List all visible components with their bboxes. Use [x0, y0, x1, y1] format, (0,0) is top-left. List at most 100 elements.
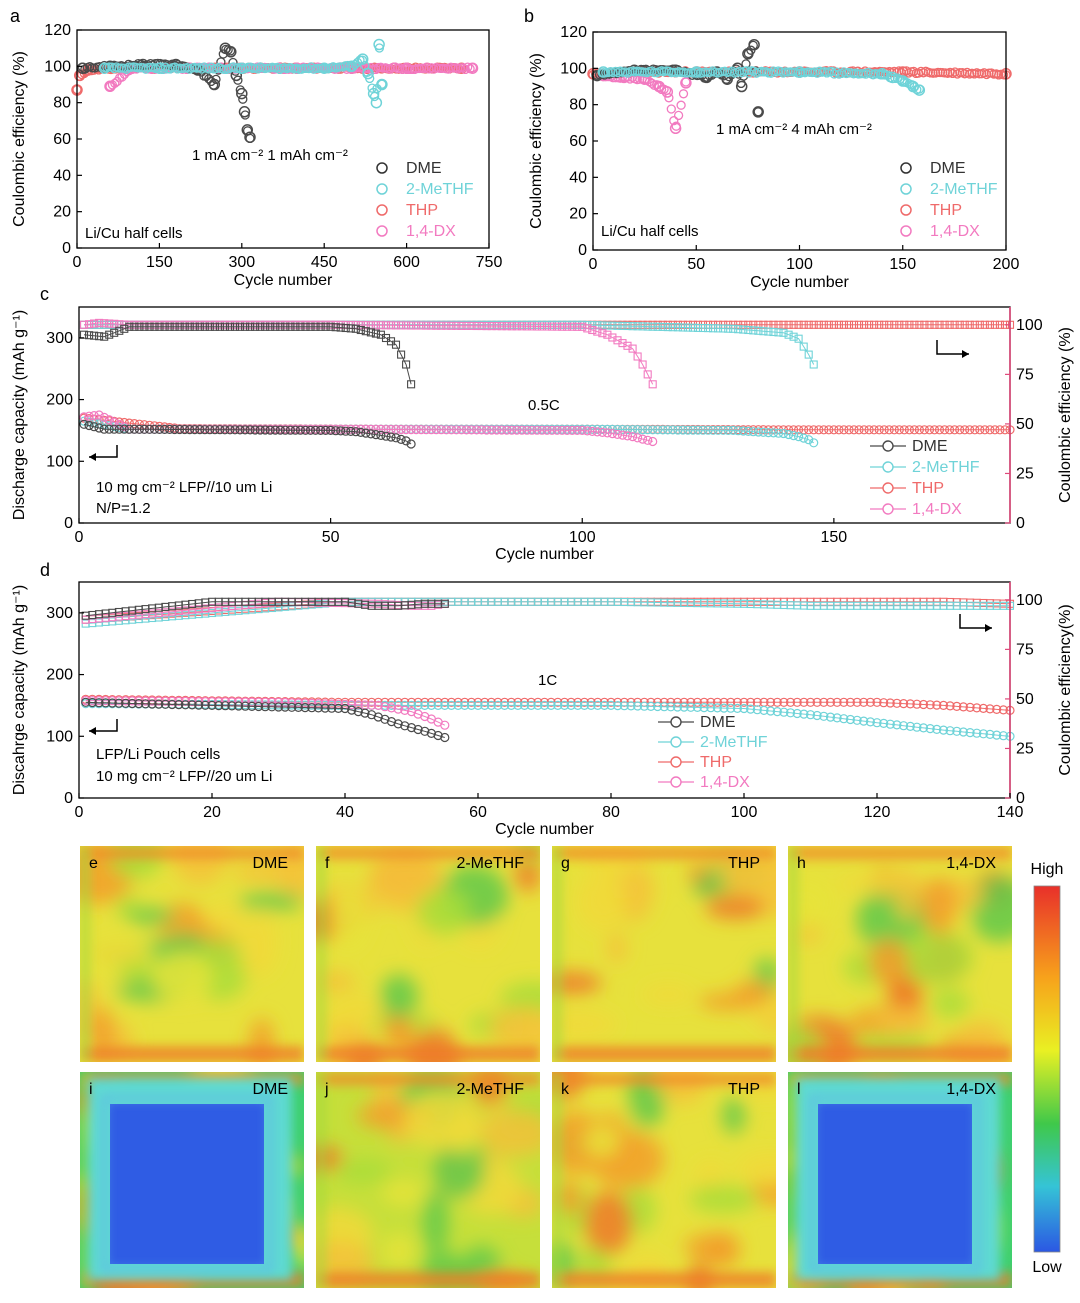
heatmap-blob [552, 1010, 618, 1038]
y-tick-label: 20 [53, 204, 71, 221]
ce-point-2-MeTHF [719, 324, 728, 333]
tile-label-e: DME [252, 855, 288, 872]
data-point-2-MeTHF [370, 96, 383, 109]
ce-point-DME [326, 322, 335, 331]
capacity-point-THP [692, 697, 703, 707]
legend-marker-1,4-DX [882, 503, 894, 515]
left-axis-arrow [89, 445, 118, 458]
capacity-point-2-MeTHF [952, 726, 962, 736]
capacity-point-2-MeTHF [646, 701, 656, 712]
heatmap-edge [80, 1072, 90, 1288]
data-point-2-MeTHF [253, 64, 263, 74]
capacity-point-2-MeTHF [653, 425, 663, 435]
capacity-point-THP [859, 425, 869, 435]
ce-point-DME [120, 324, 129, 333]
capacity-point-THP [985, 425, 995, 435]
data-point-DME [225, 46, 237, 58]
capacity-point-1,4-DX [441, 425, 451, 435]
capacity-point-DME [270, 425, 280, 435]
capacity-point-1,4-DX [552, 425, 562, 435]
ce-point-1,4-DX [643, 370, 652, 379]
heatmap-tile-f: f 2-MeTHF [316, 846, 540, 1062]
ce-point-2-MeTHF [809, 360, 818, 369]
capacity-point-2-MeTHF [480, 700, 490, 711]
data-point-2-MeTHF [897, 75, 909, 87]
ce-point-DME [155, 322, 164, 331]
capacity-point-1,4-DX [89, 411, 99, 421]
capacity-point-DME [220, 425, 230, 435]
ce-point-2-MeTHF [593, 321, 602, 330]
data-point-2-MeTHF [206, 62, 217, 72]
legend-marker-THP [900, 204, 912, 216]
capacity-point-1,4-DX [512, 425, 522, 435]
capacity-point-DME [336, 426, 346, 436]
ce-point-THP [844, 320, 854, 329]
capacity-point-1,4-DX [109, 417, 119, 427]
capacity-point-DME [406, 722, 417, 733]
legend-entry-2-MeTHF: 2-MeTHF [912, 459, 980, 476]
series-THP [79, 320, 1015, 435]
capacity-point-DME [94, 423, 104, 433]
capacity-point-2-MeTHF [892, 720, 902, 730]
ce-point-2-MeTHF [759, 327, 768, 336]
capacity-point-2-MeTHF [679, 702, 689, 712]
capacity-point-DME [214, 700, 224, 711]
data-point-1,4-DX [652, 80, 662, 90]
capacity-point-2-MeTHF [768, 428, 779, 438]
heatmap-blob [422, 1189, 449, 1255]
data-point-2-MeTHF [793, 66, 806, 78]
capacity-point-THP [779, 697, 789, 707]
capacity-point-THP [844, 425, 854, 435]
ce-point-DME [185, 322, 194, 331]
capacity-point-2-MeTHF [845, 714, 856, 725]
capacity-point-1,4-DX [104, 415, 114, 425]
capacity-point-2-MeTHF [945, 726, 955, 736]
capacity-point-DME [245, 425, 255, 435]
capacity-point-DME [275, 425, 285, 435]
capacity-point-2-MeTHF [672, 702, 683, 712]
heatmap-blob [381, 1179, 427, 1206]
legend-entry-1,4-DX: 1,4-DX [406, 223, 456, 240]
capacity-point-1,4-DX [411, 425, 421, 435]
heatmap-blob [403, 1090, 481, 1150]
capacity-point-2-MeTHF [898, 721, 909, 731]
capacity-point-1,4-DX [416, 425, 426, 435]
ce-point-2-MeTHF [729, 324, 738, 333]
ce-point-1,4-DX [447, 321, 456, 330]
ce-point-1,4-DX [633, 352, 642, 361]
heatmap-blob [689, 1184, 758, 1214]
capacity-point-2-MeTHF [688, 425, 698, 435]
ce-point-2-MeTHF [698, 323, 708, 333]
capacity-point-1,4-DX [537, 425, 547, 435]
capacity-point-DME [413, 724, 423, 735]
capacity-point-1,4-DX [502, 425, 512, 435]
data-point-2-MeTHF [373, 38, 385, 51]
data-point-DME [241, 124, 254, 136]
capacity-point-THP [909, 425, 920, 435]
capacity-point-THP [894, 425, 904, 435]
heatmap-tile-g: g THP [552, 846, 776, 1062]
ce-point-DME [266, 322, 275, 331]
ce-point-THP [985, 320, 994, 329]
ce-point-THP [915, 320, 924, 329]
capacity-point-THP [879, 425, 889, 435]
corner-text-1: LFP/Li Pouch cells [96, 746, 220, 763]
heatmap-edge [80, 846, 304, 860]
ce-point-THP [865, 320, 874, 329]
capacity-point-DME [215, 425, 225, 435]
ce-point-1,4-DX [397, 321, 406, 330]
capacity-point-1,4-DX [602, 428, 613, 438]
capacity-point-2-MeTHF [852, 715, 862, 725]
capacity-point-THP [889, 425, 899, 435]
data-point-2-MeTHF [182, 62, 192, 73]
ce-point-DME [190, 322, 199, 331]
tile-letter-e: e [89, 855, 98, 872]
ce-point-DME [180, 322, 189, 331]
capacity-point-DME [367, 710, 377, 720]
capacity-point-DME [100, 698, 111, 708]
heatmap-blob [416, 888, 471, 936]
data-point-2-MeTHF [376, 78, 388, 91]
heatmap-blob [240, 933, 263, 977]
capacity-point-DME [205, 425, 215, 435]
corner-text-2: 10 mg cm⁻² LFP//20 um Li [96, 768, 272, 785]
